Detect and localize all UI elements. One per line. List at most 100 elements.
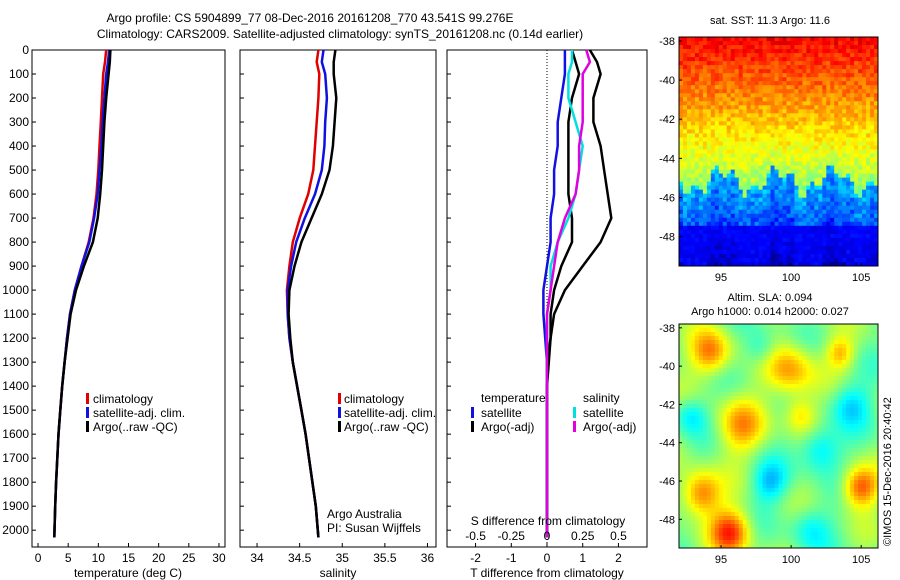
depth-tick-label: 600 (9, 187, 29, 201)
lat-tick-label: -38 (659, 36, 675, 48)
lat-tick-label: -46 (659, 192, 675, 204)
lat-tick-label: -42 (659, 399, 675, 411)
depth-tick-label: 900 (9, 259, 29, 273)
temperature-panel: 0100200300400500600700800900100011001200… (2, 43, 226, 580)
salinity-plot-frame (239, 49, 437, 548)
difference-xlabel: T difference from climatology (470, 566, 624, 580)
lat-tick-label: -38 (659, 323, 675, 335)
legend-label-satellite: satellite-adj. clim. (93, 406, 185, 420)
legend-swatch-t-satellite (471, 407, 474, 418)
legend-label-t-argo: Argo(-adj) (481, 420, 534, 434)
lat-tick-label: -44 (659, 438, 675, 450)
s-tick-label: 0.25 (571, 529, 595, 543)
lon-tick-label: 105 (852, 272, 870, 284)
temperature-legend: climatology satellite-adj. clim. Argo(..… (86, 392, 185, 434)
legend-label-satellite: satellite-adj. clim. (344, 406, 436, 420)
legend-label-argo: Argo(..raw -QC) (93, 420, 178, 434)
s-difference-ticks: -0.5 -0.25 0 0.25 0.5 (465, 529, 627, 543)
legend-swatch-s-satellite (573, 407, 576, 418)
s-tick-label: 0 (544, 529, 551, 543)
legend-swatch-argo (86, 421, 89, 432)
legend-swatch-satellite (338, 407, 341, 418)
depth-tick-label: 100 (9, 67, 29, 81)
sla-map-panel: Altim. SLA: 0.094 Argo h1000: 0.014 h200… (659, 292, 879, 566)
s-tick-label: -0.25 (498, 529, 526, 543)
legend-swatch-climatology (86, 393, 89, 404)
depth-tick-label: 1200 (2, 331, 29, 345)
annotation-pi: PI: Susan Wijffels (327, 521, 421, 535)
lon-tick-label: 100 (782, 554, 800, 566)
x-tick-label: 2 (615, 551, 622, 565)
difference-depth-ticks (447, 49, 451, 531)
series-line-argo-raw-qc (53, 49, 112, 538)
salinity-panel: 34 34.5 35 35.5 36 salinity climatology sate… (239, 49, 437, 580)
sla-map-frame (678, 323, 879, 549)
temperature-x-axis: 0 5 10 15 20 25 30 (35, 543, 226, 565)
sla-map-title-line-2: Argo h1000: 0.014 h2000: 0.027 (691, 306, 849, 318)
salinity-x-axis: 34 34.5 35 35.5 36 (250, 543, 434, 565)
x-tick-label: 15 (122, 551, 136, 565)
lat-tick-label: -48 (659, 514, 675, 526)
salinity-legend: climatology satellite-adj. clim. Argo(..… (338, 392, 436, 434)
depth-tick-label: 1900 (2, 499, 29, 513)
lon-tick-label: 95 (715, 554, 727, 566)
depth-tick-label: 300 (9, 115, 29, 129)
x-tick-label: 1 (579, 551, 586, 565)
sst-heatmap (679, 37, 878, 266)
x-tick-label: 34.5 (288, 551, 312, 565)
legend-swatch-s-argo (573, 421, 576, 432)
legend-title-salinity: salinity (583, 391, 620, 405)
difference-panel: -2 -1 0 1 2 T difference from climatology S … (446, 49, 648, 580)
x-tick-label: 34 (250, 551, 264, 565)
depth-tick-label: 1300 (2, 355, 29, 369)
x-tick-label: 35 (336, 551, 350, 565)
sst-map-title: sat. SST: 11.3 Argo: 11.6 (710, 15, 830, 27)
series-line-argo-raw-qc (287, 49, 338, 538)
salinity-depth-ticks (240, 49, 244, 531)
depth-tick-label: 1800 (2, 475, 29, 489)
s-tick-label: 0.5 (610, 529, 627, 543)
legend-label-argo: Argo(..raw -QC) (344, 420, 429, 434)
lat-tick-label: -42 (659, 114, 675, 126)
x-tick-label: -2 (470, 551, 481, 565)
x-tick-label: 10 (92, 551, 106, 565)
legend-label-climatology: climatology (344, 392, 404, 406)
depth-tick-label: 1600 (2, 427, 29, 441)
s-difference-label: S difference from climatology (471, 514, 626, 528)
difference-x-axis: -2 -1 0 1 2 (470, 543, 622, 565)
depth-tick-label: 0 (22, 43, 29, 57)
depth-tick-label: 1500 (2, 403, 29, 417)
lat-tick-label: -40 (659, 75, 675, 87)
sla-map-axes: -38 -40 -42 -44 -46 -48 95 100 105 (659, 323, 870, 566)
lat-tick-label: -48 (659, 232, 675, 244)
lon-tick-label: 105 (852, 554, 870, 566)
title-line-2: Climatology: CARS2009. Satellite-adjuste… (97, 27, 583, 41)
salinity-xlabel: salinity (320, 566, 357, 580)
x-tick-label: 36 (421, 551, 435, 565)
x-tick-label: 5 (65, 551, 72, 565)
annotation-argo-australia: Argo Australia (327, 507, 402, 521)
sla-heatmap (679, 324, 878, 548)
depth-tick-label: 2000 (2, 523, 29, 537)
legend-label-climatology: climatology (93, 392, 153, 406)
lat-tick-label: -40 (659, 361, 675, 373)
depth-tick-label: 200 (9, 91, 29, 105)
imos-credit: ©IMOS 15-Dec-2016 20:40:42 (882, 397, 894, 546)
legend-swatch-argo (338, 421, 341, 432)
temperature-series (53, 49, 112, 538)
depth-tick-label: 400 (9, 139, 29, 153)
depth-tick-label: 1000 (2, 283, 29, 297)
legend-swatch-satellite (86, 407, 89, 418)
x-tick-label: 25 (182, 551, 196, 565)
sst-map-panel: sat. SST: 11.3 Argo: 11.6 -38 -40 -42 -44 -4… (659, 15, 879, 284)
lat-tick-label: -46 (659, 476, 675, 488)
legend-label-s-argo: Argo(-adj) (583, 420, 636, 434)
temperature-depth-axis: 0 100 200 300 400 500 600 700 800 900 1000 1100 1200… (2, 43, 36, 537)
depth-tick-label: 1400 (2, 379, 29, 393)
depth-tick-label: 1100 (3, 307, 29, 321)
depth-tick-label: 1700 (2, 451, 29, 465)
lon-tick-label: 100 (782, 272, 800, 284)
difference-series (542, 49, 613, 538)
sla-map-title-line-1: Altim. SLA: 0.094 (728, 292, 813, 304)
